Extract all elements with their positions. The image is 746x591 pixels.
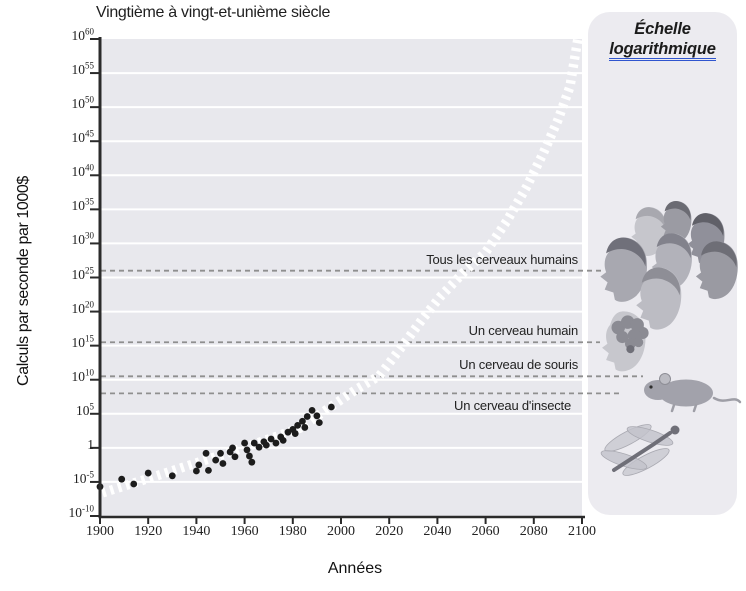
data-point	[279, 436, 287, 444]
data-point	[272, 439, 280, 447]
y-tick-label: 1035	[71, 196, 95, 214]
x-tick-label: 2100	[568, 524, 596, 539]
data-point	[260, 438, 268, 446]
y-tick-label: 1060	[71, 26, 95, 43]
y-tick-label: 10-10	[68, 503, 95, 520]
x-tick-label: 2060	[471, 524, 500, 539]
data-point	[248, 458, 256, 466]
data-point	[246, 452, 253, 460]
data-point	[315, 419, 323, 427]
data-point	[96, 483, 104, 491]
scale-label-line2: logarithmique	[588, 40, 737, 61]
x-tick-label: 1920	[134, 524, 163, 539]
data-point	[327, 403, 335, 411]
data-point	[195, 461, 203, 469]
x-tick-label: 1940	[182, 524, 211, 539]
data-point	[130, 480, 138, 488]
data-point	[217, 449, 224, 457]
data-point	[308, 406, 316, 414]
y-tick-label: 1	[87, 436, 94, 452]
scale-label-underlined-word: logarithmique	[609, 40, 716, 61]
y-tick-label: 10-5	[73, 469, 94, 486]
x-tick-label: 1900	[86, 524, 114, 539]
threshold-label: Tous les cerveaux humains	[426, 251, 578, 267]
data-point	[313, 412, 321, 420]
data-point	[267, 435, 275, 443]
data-point	[144, 469, 152, 477]
y-tick-label: 105	[76, 401, 94, 418]
data-point	[243, 446, 251, 454]
y-tick-label: 1040	[71, 162, 95, 180]
y-tick-label: 1050	[71, 94, 95, 112]
data-point	[219, 460, 227, 467]
data-point	[250, 439, 258, 447]
data-point	[255, 443, 263, 451]
x-tick-label: 2040	[423, 524, 452, 539]
threshold-label: Un cerveau de souris	[459, 357, 578, 373]
x-tick-label: 2020	[375, 524, 404, 539]
y-tick-label: 1020	[71, 299, 95, 316]
data-point	[303, 413, 311, 420]
x-tick-label: 2080	[519, 524, 548, 539]
y-tick-label: 1010	[71, 367, 95, 384]
data-point	[168, 472, 176, 480]
data-point	[262, 441, 270, 449]
data-point	[291, 430, 299, 437]
data-point	[193, 467, 200, 475]
data-point	[229, 444, 236, 452]
data-point	[212, 456, 220, 464]
x-tick-label: 1980	[278, 524, 307, 539]
data-point	[205, 466, 212, 474]
threshold-label: Un cerveau humain	[468, 323, 579, 339]
data-point	[284, 428, 292, 436]
data-point	[294, 421, 302, 429]
x-tick-label: 1960	[230, 524, 259, 539]
y-tick-label: 1025	[71, 265, 95, 282]
data-point	[118, 475, 126, 483]
threshold-label: Un cerveau d'insecte	[454, 398, 571, 414]
scale-label-line1: Échelle	[634, 20, 691, 38]
plot-background	[101, 39, 582, 516]
data-point	[241, 439, 249, 447]
data-point	[231, 453, 239, 461]
y-tick-label: 1055	[71, 60, 95, 78]
x-tick-label: 2000	[327, 524, 355, 539]
log-scale-panel	[588, 12, 737, 515]
y-tick-label: 1045	[71, 128, 95, 146]
y-tick-label: 1015	[71, 333, 95, 350]
data-point	[202, 449, 210, 457]
data-point	[277, 433, 285, 441]
x-axis-label: Années	[327, 560, 383, 577]
data-point	[289, 426, 297, 433]
data-point	[301, 424, 309, 431]
chart-title: Vingtième à vingt-et-unième siècle	[96, 4, 331, 21]
y-tick-label: 1030	[71, 230, 95, 248]
data-point	[299, 417, 306, 425]
data-point	[226, 448, 234, 456]
